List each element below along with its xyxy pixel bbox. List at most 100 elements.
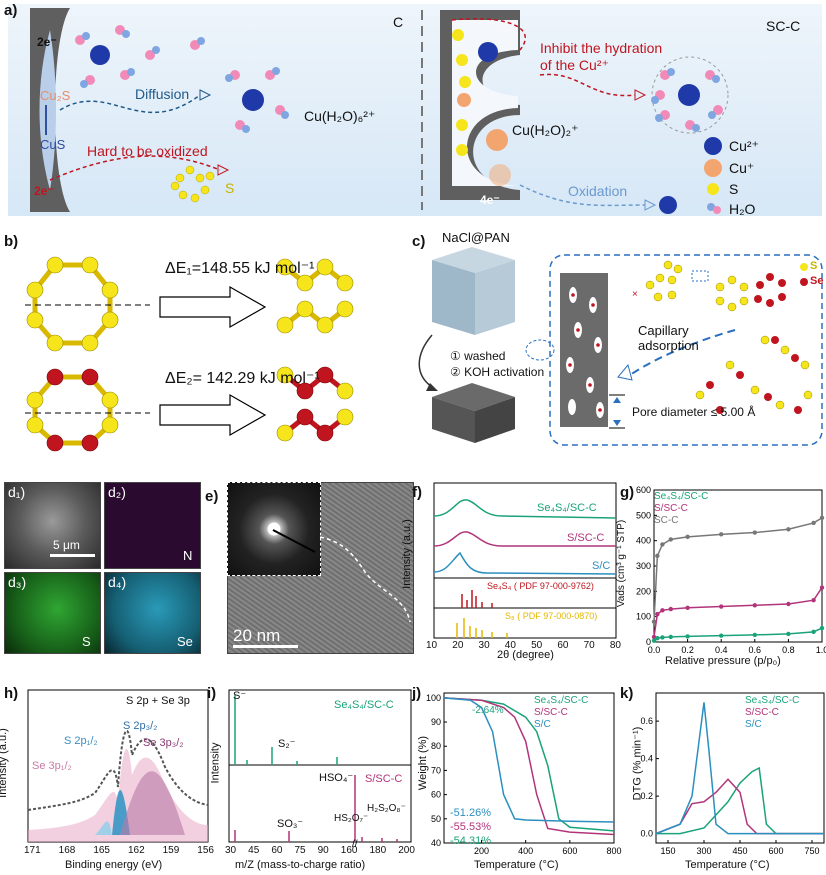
h-xtick: 165 — [93, 845, 110, 856]
data-point — [719, 633, 724, 638]
hard-oxidize-label: Hard to be oxidized — [87, 143, 208, 159]
panel-b: b) ΔE₁=148.55 kJ mol⁻¹ ΔE₂= 142.29 kJ mo… — [0, 225, 410, 452]
g-xlabel: Relative pressure (p/p₀) — [665, 655, 781, 667]
k-ylabel: DTG (% min⁻¹) — [631, 726, 644, 801]
x-tick-label: 0.0 — [648, 645, 661, 655]
x-tick-label: 450 — [732, 846, 747, 856]
h-xtick: 159 — [162, 845, 180, 856]
i-xtick: 180 — [369, 845, 387, 856]
electrons-top: 2e⁻ — [37, 35, 57, 49]
legend-h2o: H₂O — [729, 201, 756, 217]
panel-g: g) 0 100 200 300 400 500 600 0.0 0.2 0.4 0.6 0.8 1.0… — [616, 478, 826, 668]
physisorption-chart: 0 100 200 300 400 500 600 0.0 0.2 0.4 0.6 0.8 1.0 — [636, 485, 826, 655]
data-point — [719, 604, 724, 609]
series-line — [656, 766, 824, 835]
xrd-ylabel: Intensity (a.u.) — [400, 519, 413, 589]
x-tick-label: 1.0 — [816, 645, 826, 655]
scc-label: SC-C — [766, 18, 801, 34]
cu2s-label: Cu₂S — [40, 88, 71, 103]
legend-cu1: Cu⁺ — [729, 160, 755, 176]
panel-e: e) 20 nm — [205, 482, 415, 657]
data-point — [752, 632, 757, 638]
xrd-xtick: 40 — [504, 640, 516, 651]
carbon-label: C — [393, 14, 404, 30]
peak-hs2o7: HS₂O₇⁻ — [334, 813, 369, 824]
tem-boundary — [272, 529, 411, 623]
y-tick-label: 0.4 — [640, 754, 653, 764]
i-ylabel: Intensity — [209, 742, 222, 784]
data-point — [819, 625, 825, 631]
legend-sulfur: S — [810, 260, 818, 272]
i-xtick: 45 — [248, 845, 260, 856]
h-xtick: 168 — [58, 845, 76, 856]
dtg-chart: 0.0 0.2 0.4 0.6 150 300 450 600 750 — [640, 692, 825, 856]
svg-text://: // — [352, 839, 358, 850]
delta-e2: ΔE₂= 142.29 kJ mol⁻¹ — [165, 370, 320, 387]
peak-s2: S₂⁻ — [278, 738, 296, 750]
series-line — [655, 778, 824, 835]
d-scale-bar — [50, 554, 95, 557]
g-legend-sscc: S/SC-C — [654, 503, 688, 514]
y-tick-label: 400 — [636, 536, 651, 546]
d2-label: d₂) — [108, 484, 126, 500]
data-point — [685, 634, 690, 639]
pore-label: Pore diameter ≤ 5.00 Å — [632, 405, 756, 419]
j-annot-4: -54.31% — [450, 835, 491, 847]
y-tick-label: 600 — [636, 485, 651, 495]
peak-h2s2o8: H₂S₂O₈⁻ — [367, 803, 406, 814]
data-point — [651, 638, 657, 643]
panel-d: d₁) d₂) d₃) d₄) 5 μm N S Se — [0, 482, 220, 657]
data-point — [819, 585, 825, 590]
data-point — [668, 537, 673, 542]
s-label: S — [82, 634, 91, 649]
panel-label-c: c) — [412, 233, 426, 250]
data-point — [668, 606, 673, 612]
series-line — [443, 697, 615, 832]
j-legend-se4s4: Se₄S₄/SC-C — [534, 695, 589, 706]
data-point — [752, 603, 757, 608]
h-xtick: 156 — [197, 845, 214, 856]
y-tick-label: 60 — [431, 790, 441, 800]
data-point — [811, 629, 816, 635]
data-point — [660, 608, 665, 613]
x-tick-label: 0.4 — [715, 645, 728, 655]
peak-s2p12: S 2p₁/₂ — [64, 735, 98, 747]
cu-h2o6-complex: Cu(H₂O)₆²⁺ — [304, 108, 376, 124]
j-annot-2: -51.26% — [450, 807, 491, 819]
series-line — [653, 587, 823, 638]
i-xtick: 160 — [340, 845, 358, 856]
step-washed: ① washed — [450, 349, 506, 363]
xrd-xlabel: 2θ (degree) — [497, 649, 554, 661]
data-point — [685, 605, 690, 610]
panel-a-schematic — [30, 8, 729, 214]
y-tick-label: 50 — [431, 814, 441, 824]
s-map — [4, 572, 101, 654]
y-tick-label: 200 — [636, 586, 651, 596]
xrd-ref-s8: S₈ ( PDF 97-000-0870) — [505, 611, 598, 621]
y-tick-label: 80 — [431, 741, 441, 751]
j-legend-sscc: S/SC-C — [534, 707, 568, 718]
xrd-xtick: 60 — [557, 640, 569, 651]
x-tick-label: 600 — [562, 846, 577, 856]
xrd-xtick: 30 — [478, 640, 490, 651]
peak-hso4: HSO₄⁻ — [319, 772, 354, 784]
i-xtick: 30 — [225, 845, 237, 856]
diffusion-label: Diffusion — [135, 86, 190, 102]
g-legend-scc: SC-C — [654, 515, 679, 526]
x-tick-label: 150 — [660, 846, 675, 856]
capillary-label: Capillary adsorption — [638, 323, 699, 353]
panel-b-molecules — [25, 256, 354, 452]
h-xtick: 162 — [127, 845, 145, 856]
g-legend-se4s4: Se₄S₄/SC-C — [654, 491, 709, 502]
se-map — [104, 572, 201, 654]
y-tick-label: 40 — [431, 838, 441, 848]
oxidation-label: Oxidation — [568, 183, 628, 199]
panel-label-e: e) — [205, 488, 219, 505]
data-point — [685, 534, 690, 540]
y-tick-label: 100 — [636, 612, 651, 622]
panel-a-background — [8, 4, 822, 216]
panel-a: a) 2e⁻ — [0, 0, 826, 218]
data-point — [668, 634, 673, 640]
peak-se3p32: Se 3p₃/₂ — [143, 737, 184, 749]
xrd-chart — [433, 482, 617, 639]
